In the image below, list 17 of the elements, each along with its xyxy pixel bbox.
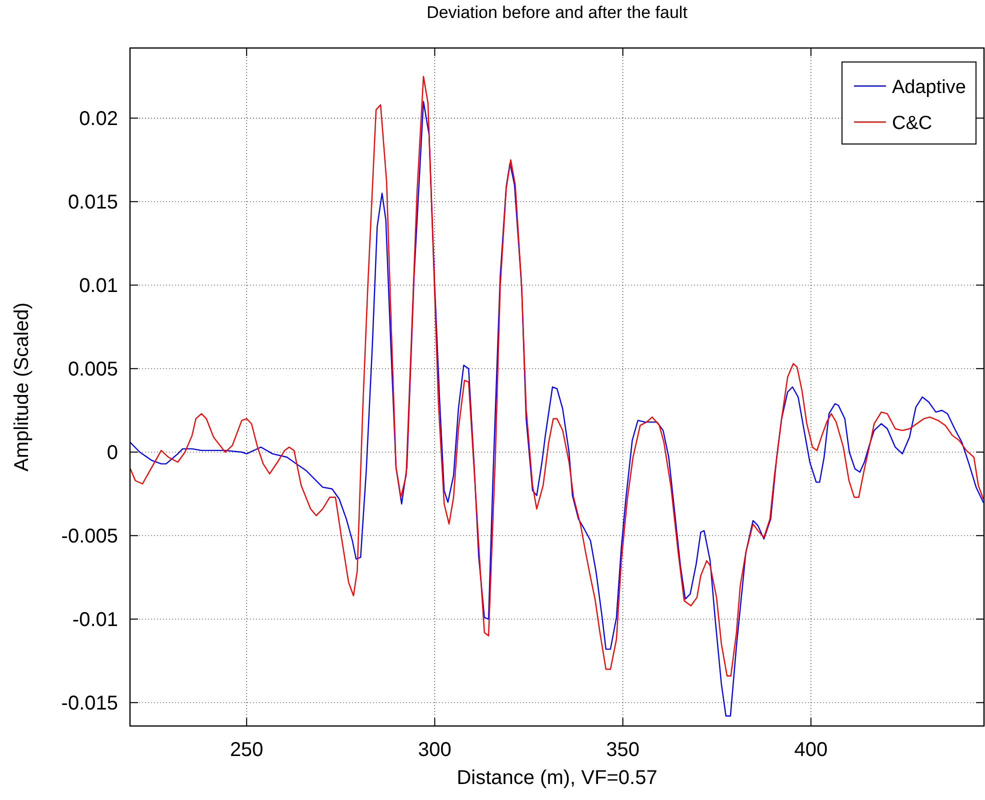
chart-title: Deviation before and after the fault xyxy=(426,3,688,22)
legend-label: C&C xyxy=(892,113,932,134)
y-tick-label: 0.005 xyxy=(68,358,118,381)
legend-label: Adaptive xyxy=(892,77,966,98)
y-tick-label: -0.01 xyxy=(72,609,118,632)
y-tick-label: 0.02 xyxy=(79,108,118,130)
y-tick-label: 0.01 xyxy=(79,275,118,298)
y-tick-label: -0.015 xyxy=(61,692,118,715)
y-axis-title: Amplitude (Scaled) xyxy=(11,302,33,472)
y-tick-label: 0 xyxy=(106,442,118,464)
x-tick-label: 250 xyxy=(230,739,264,761)
x-tick-label: 300 xyxy=(418,739,452,761)
y-tick-label: -0.005 xyxy=(61,526,118,548)
x-axis-title: Distance (m), VF=0.57 xyxy=(456,767,658,789)
x-tick-label: 400 xyxy=(794,739,828,761)
y-tick-label: 0.015 xyxy=(68,192,118,214)
x-tick-label: 350 xyxy=(606,739,640,761)
